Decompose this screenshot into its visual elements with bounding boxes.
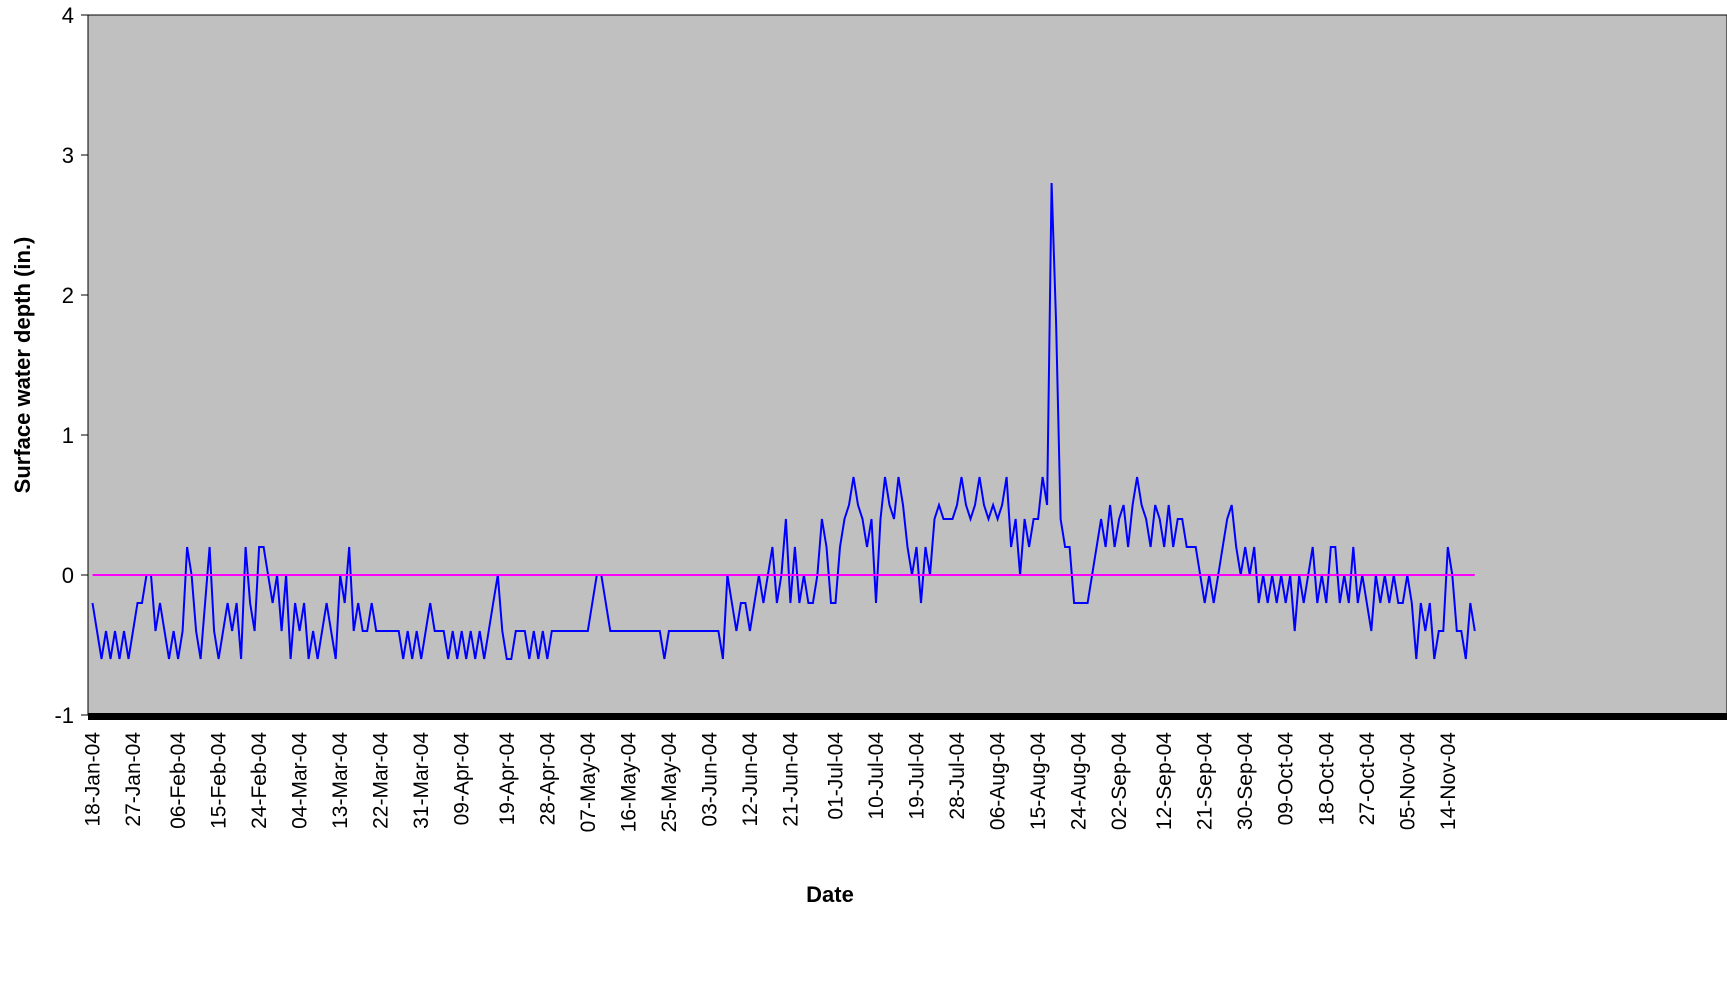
x-tick-label: 30-Sep-04 bbox=[1234, 732, 1257, 830]
x-tick-label: 21-Sep-04 bbox=[1194, 732, 1217, 830]
x-tick-label: 06-Aug-04 bbox=[987, 732, 1010, 830]
x-tick-label: 12-Sep-04 bbox=[1153, 732, 1176, 830]
x-tick-label: 09-Apr-04 bbox=[451, 732, 474, 826]
x-tick-label: 19-Jul-04 bbox=[906, 732, 929, 820]
y-axis-ticks: -1 0 1 2 3 4 bbox=[54, 3, 88, 728]
x-tick-label: 18-Jan-04 bbox=[82, 732, 105, 827]
x-tick-label: 22-Mar-04 bbox=[370, 732, 393, 829]
x-tick-label: 03-Jun-04 bbox=[698, 732, 721, 827]
x-axis-ticks: 18-Jan-04 27-Jan-04 06-Feb-04 15-Feb-04 24-F… bbox=[82, 732, 1460, 833]
x-tick-label: 09-Oct-04 bbox=[1275, 732, 1298, 826]
x-tick-label: 27-Jan-04 bbox=[122, 732, 145, 827]
x-tick-label: 10-Jul-04 bbox=[865, 732, 888, 820]
y-tick-label: -1 bbox=[54, 703, 74, 728]
x-tick-label: 15-Aug-04 bbox=[1027, 732, 1050, 830]
x-tick-label: 21-Jun-04 bbox=[779, 732, 802, 827]
x-tick-label: 24-Feb-04 bbox=[248, 732, 271, 829]
x-tick-label: 02-Sep-04 bbox=[1108, 732, 1131, 830]
x-tick-label: 24-Aug-04 bbox=[1068, 732, 1091, 830]
x-tick-label: 19-Apr-04 bbox=[496, 732, 519, 826]
x-tick-label: 16-May-04 bbox=[617, 732, 640, 833]
x-tick-label: 12-Jun-04 bbox=[739, 732, 762, 827]
x-tick-label: 13-Mar-04 bbox=[329, 732, 352, 829]
y-tick-label: 1 bbox=[62, 423, 74, 448]
y-tick-label: 3 bbox=[62, 143, 74, 168]
x-tick-label: 15-Feb-04 bbox=[208, 732, 231, 829]
y-tick-label: 0 bbox=[62, 563, 74, 588]
y-tick-label: 4 bbox=[62, 3, 74, 28]
plot-area bbox=[87, 14, 1727, 716]
x-tick-label: 28-Apr-04 bbox=[536, 732, 559, 826]
series-line-depth bbox=[91, 182, 1476, 660]
y-tick-label: 2 bbox=[62, 283, 74, 308]
x-tick-label: 04-Mar-04 bbox=[289, 732, 312, 829]
x-tick-label: 06-Feb-04 bbox=[167, 732, 190, 829]
x-axis-title: Date bbox=[806, 882, 854, 907]
x-tick-label: 14-Nov-04 bbox=[1437, 732, 1460, 830]
y-axis-title: Surface water depth (in.) bbox=[10, 237, 35, 494]
x-axis-bar bbox=[88, 713, 1727, 720]
x-tick-label: 18-Oct-04 bbox=[1315, 732, 1338, 826]
series-layer bbox=[91, 182, 1476, 660]
x-tick-label: 07-May-04 bbox=[577, 732, 600, 833]
x-tick-label: 27-Oct-04 bbox=[1356, 732, 1379, 826]
x-tick-label: 05-Nov-04 bbox=[1396, 732, 1419, 830]
x-tick-label: 28-Jul-04 bbox=[946, 732, 969, 820]
x-tick-label: 25-May-04 bbox=[658, 732, 681, 833]
x-tick-label: 01-Jul-04 bbox=[825, 732, 848, 820]
x-tick-label: 31-Mar-04 bbox=[410, 732, 433, 829]
